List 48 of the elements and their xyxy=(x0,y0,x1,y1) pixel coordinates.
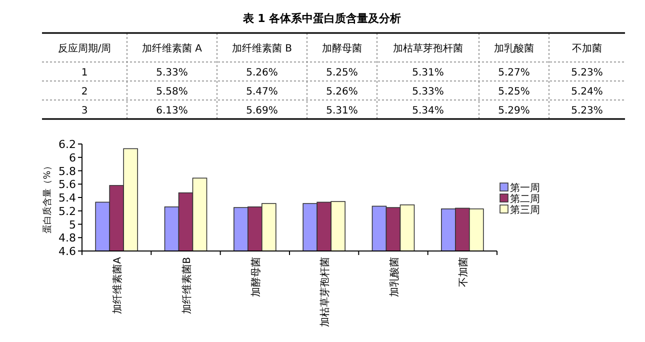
y-tick-label: 5.2 xyxy=(58,204,76,218)
y-axis-title: 蛋白质含量（%） xyxy=(42,162,53,234)
text: 5.23% xyxy=(571,68,603,78)
text: 表 1 各体系中蛋白质含量及分析 xyxy=(242,12,402,25)
text: 3 xyxy=(81,106,88,116)
y-tick-label: 5 xyxy=(69,218,76,232)
y-tick-label: 4.6 xyxy=(58,245,76,258)
x-tick-label: 不加菌 xyxy=(457,257,470,287)
legend-label: 第二周 xyxy=(510,193,540,205)
y-tick-label: 6.2 xyxy=(58,138,76,151)
text: 5.69% xyxy=(246,106,278,116)
category-label: 不加菌 xyxy=(572,42,602,54)
x-tick-label: 加纤维素菌B xyxy=(180,256,193,314)
text: 5.24% xyxy=(571,86,603,98)
text: 6.13% xyxy=(156,106,188,116)
text: 5.31% xyxy=(326,106,358,116)
y-tick-label: 4.8 xyxy=(58,232,76,245)
text: 5.47% xyxy=(246,86,278,98)
text: 5.29% xyxy=(498,106,530,116)
text: 2 xyxy=(81,86,88,98)
y-tick-label: 5.6 xyxy=(58,178,76,192)
text: 5.58% xyxy=(156,86,188,98)
category-label: 加纤维素菌 A xyxy=(142,42,202,54)
text: 5.23% xyxy=(571,106,603,116)
text: 5.27% xyxy=(498,68,530,78)
x-tick-label: 加乳酸菌 xyxy=(388,257,400,297)
y-tick-label: 5.8 xyxy=(58,164,76,178)
text: 5.34% xyxy=(412,106,444,116)
y-tick-label: 6 xyxy=(69,151,76,164)
x-tick-label: 加纤维素菌A xyxy=(112,256,124,314)
y-tick-label: 5.4 xyxy=(58,192,76,204)
text: 5.33% xyxy=(412,86,444,98)
text: 5.31% xyxy=(412,68,444,78)
text: 5.25% xyxy=(498,86,530,98)
text: 5.25% xyxy=(326,68,358,78)
x-tick-label: 加枯草芽孢杆菌 xyxy=(319,257,332,327)
text: 5.33% xyxy=(156,68,188,78)
legend-label: 第三周 xyxy=(510,204,540,216)
category-label: 加纤维素菌 B xyxy=(232,42,292,54)
category-label: 加乳酸菌 xyxy=(494,42,534,54)
category-label: 加酵母菌 xyxy=(322,42,362,54)
x-tick-label: 加酵母菌 xyxy=(250,257,262,297)
category-label: 反应周期/周 xyxy=(58,42,112,54)
text: 5.26% xyxy=(326,86,358,98)
text: 5.26% xyxy=(246,68,278,78)
legend-label: 第一周 xyxy=(510,182,540,194)
text: 1 xyxy=(81,68,88,78)
category-label: 加枯草芽孢杆菌 xyxy=(393,42,463,54)
